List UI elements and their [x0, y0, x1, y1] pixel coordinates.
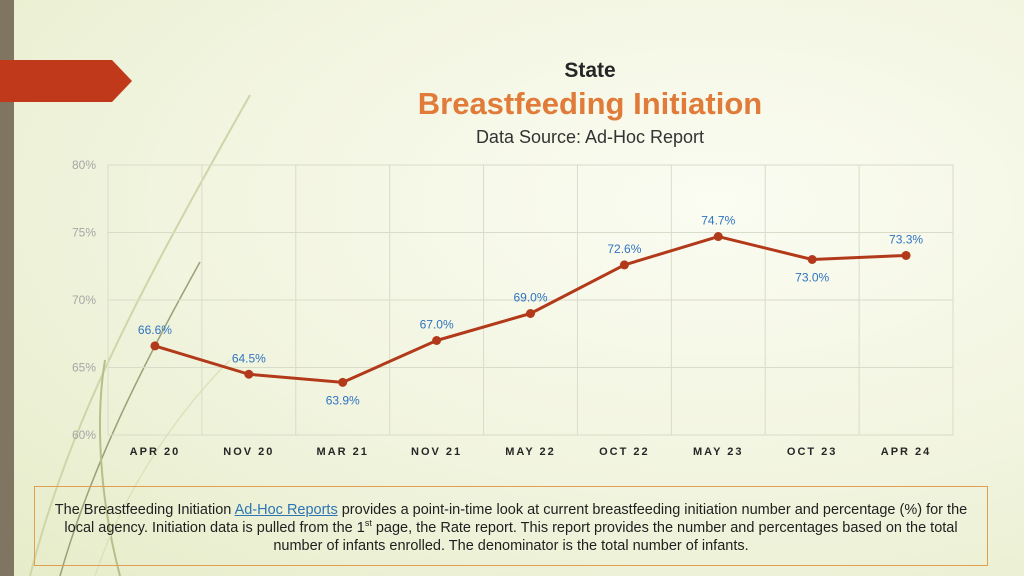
title-block: State Breastfeeding Initiation Data Sour… — [320, 58, 860, 150]
data-point — [244, 369, 254, 379]
data-label: 73.3% — [889, 232, 923, 246]
x-tick-label: APR 24 — [881, 446, 932, 458]
data-point — [150, 341, 160, 351]
data-label: 69.0% — [513, 291, 547, 305]
y-tick-label: 60% — [72, 428, 96, 442]
data-label: 63.9% — [326, 393, 360, 407]
caption-text-start: The Breastfeeding Initiation — [54, 502, 235, 518]
x-tick-label: MAY 22 — [505, 446, 556, 458]
y-tick-label: 70% — [72, 293, 96, 307]
data-label: 72.6% — [607, 242, 641, 256]
red-tab-decoration — [0, 60, 132, 102]
caption-text-middle: provides a point-in-time look at current… — [64, 502, 968, 536]
x-tick-label: OCT 22 — [599, 446, 650, 458]
x-tick-label: NOV 21 — [411, 446, 462, 458]
y-tick-label: 65% — [72, 361, 96, 375]
x-tick-label: APR 20 — [130, 446, 181, 458]
data-point — [432, 336, 442, 345]
data-label: 67.0% — [420, 318, 454, 332]
data-label: 64.5% — [232, 351, 266, 365]
data-point — [338, 377, 348, 387]
y-tick-label: 75% — [72, 226, 96, 240]
data-point — [713, 232, 723, 242]
ad-hoc-reports-link[interactable]: Ad-Hoc Reports — [234, 502, 338, 518]
x-tick-label: OCT 23 — [787, 446, 838, 458]
sidebar-strip — [0, 0, 14, 576]
data-point — [619, 260, 629, 270]
data-source-subtitle: Data Source: Ad-Hoc Report — [475, 127, 705, 147]
data-point — [901, 250, 911, 260]
title-state: State — [564, 59, 616, 82]
data-point — [807, 255, 817, 264]
data-label: 73.0% — [795, 271, 829, 285]
caption-text-end: page, the Rate report. This report provi… — [273, 520, 958, 554]
y-tick-label: 80% — [72, 158, 96, 172]
x-tick-label: MAR 21 — [317, 446, 369, 458]
caption-superscript: st — [364, 518, 372, 529]
data-label: 74.7% — [701, 214, 735, 228]
chart-title: Breastfeeding Initiation — [417, 86, 763, 121]
x-tick-label: NOV 20 — [223, 446, 274, 458]
x-tick-label: MAY 23 — [693, 446, 744, 458]
data-label: 66.6% — [138, 323, 172, 337]
data-point — [526, 309, 535, 318]
footer-caption: The Breastfeeding Initiation Ad-Hoc Repo… — [34, 486, 988, 566]
